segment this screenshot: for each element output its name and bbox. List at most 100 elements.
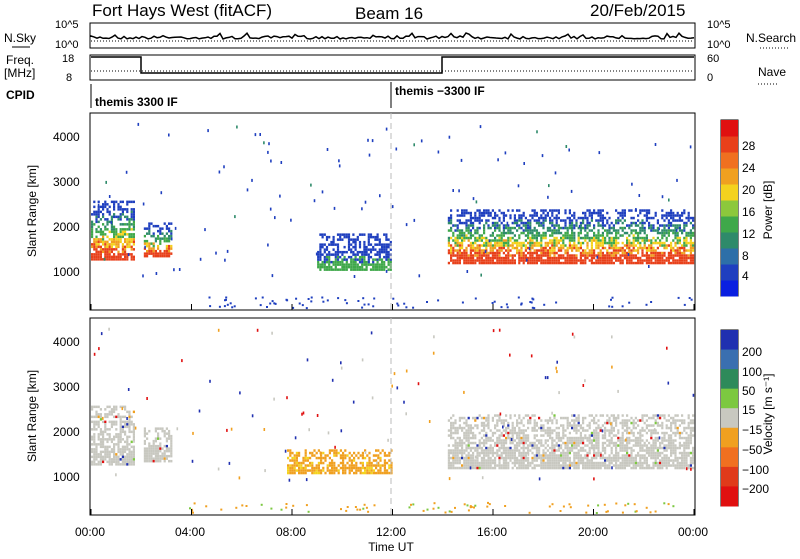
power-cell xyxy=(661,232,663,235)
velocity-cell xyxy=(670,434,672,437)
power-cell xyxy=(584,262,586,265)
power-cell xyxy=(597,224,599,227)
power-point xyxy=(247,188,249,191)
velocity-cell xyxy=(492,439,494,442)
power-cell xyxy=(564,259,566,262)
power-cell xyxy=(501,259,503,262)
power-cell xyxy=(652,257,654,260)
velocity-cell xyxy=(628,447,630,450)
velocity-cell xyxy=(454,439,456,442)
velocity-cell xyxy=(681,462,683,465)
velocity-cell xyxy=(501,432,503,435)
velocity-cell xyxy=(630,452,632,455)
power-cell xyxy=(168,245,170,248)
velocity-cell xyxy=(518,437,520,440)
power-cell xyxy=(659,259,661,262)
velocity-cell xyxy=(659,417,661,420)
power-colorbar-bin xyxy=(721,152,738,169)
velocity-cell xyxy=(637,444,639,447)
velocity-point xyxy=(493,329,495,332)
velocity-cell xyxy=(476,449,478,452)
velocity-cell xyxy=(505,442,507,445)
power-cell xyxy=(159,227,161,230)
velocity-cell xyxy=(558,444,560,447)
power-cell xyxy=(498,237,500,240)
velocity-cell xyxy=(668,442,670,445)
power-cell xyxy=(630,242,632,245)
power-cell xyxy=(608,259,610,262)
velocity-cell xyxy=(518,467,520,470)
power-cell xyxy=(641,237,643,240)
power-cell xyxy=(494,212,496,215)
power-cell xyxy=(126,243,128,246)
velocity-cell xyxy=(648,447,650,450)
power-cell xyxy=(317,266,319,269)
power-cell xyxy=(542,232,544,235)
power-cell xyxy=(527,222,529,225)
power-cell xyxy=(109,246,111,249)
velocity-cell xyxy=(131,421,133,424)
velocity-cell xyxy=(534,464,536,467)
velocity-cell xyxy=(106,416,108,419)
velocity-cell xyxy=(688,444,690,447)
velocity-cell xyxy=(527,439,529,442)
power-cell xyxy=(534,227,536,230)
power-cell xyxy=(575,219,577,222)
velocity-cell xyxy=(540,442,542,445)
power-cell xyxy=(679,224,681,227)
power-cell xyxy=(600,214,602,217)
velocity-cell xyxy=(685,464,687,467)
velocity-cell xyxy=(690,464,692,467)
power-cell xyxy=(483,232,485,235)
power-cell xyxy=(685,242,687,245)
velocity-cell xyxy=(485,437,487,440)
velocity-cell xyxy=(523,454,525,457)
velocity-cell xyxy=(338,472,340,475)
power-cell xyxy=(600,219,602,222)
velocity-cell xyxy=(494,459,496,462)
velocity-cell xyxy=(663,432,665,435)
velocity-cell xyxy=(569,467,571,470)
velocity-cell xyxy=(573,414,575,417)
power-cell xyxy=(580,259,582,262)
velocity-cell xyxy=(547,464,549,467)
power-cell xyxy=(578,249,580,252)
power-cell xyxy=(109,256,111,259)
power-cell xyxy=(459,257,461,260)
power-cell xyxy=(95,243,97,246)
power-cell xyxy=(604,229,606,232)
power-cell xyxy=(531,247,533,250)
power-cell xyxy=(120,208,122,211)
velocity-cell xyxy=(542,449,544,452)
power-cell xyxy=(485,242,487,245)
power-cell xyxy=(98,201,100,204)
power-cell xyxy=(346,233,348,236)
power-cell xyxy=(613,257,615,260)
velocity-cell xyxy=(342,452,344,455)
velocity-cell xyxy=(448,429,450,432)
velocity-cell xyxy=(113,446,115,449)
power-cell xyxy=(352,241,354,244)
velocity-cell xyxy=(641,467,643,470)
velocity-cell xyxy=(569,459,571,462)
velocity-cell xyxy=(468,457,470,460)
velocity-cell xyxy=(516,419,518,422)
velocity-cell xyxy=(505,427,507,430)
power-cell xyxy=(470,262,472,265)
velocity-cell xyxy=(166,455,168,458)
velocity-cell xyxy=(553,449,555,452)
power-near-echo xyxy=(532,307,534,309)
velocity-cell xyxy=(580,439,582,442)
power-cell xyxy=(520,252,522,255)
power-cell xyxy=(584,252,586,255)
velocity-cell xyxy=(683,457,685,460)
power-cell xyxy=(131,253,133,256)
velocity-cell xyxy=(144,442,146,445)
power-cell xyxy=(549,259,551,262)
velocity-cell xyxy=(639,467,641,470)
velocity-cell xyxy=(593,439,595,442)
power-cell xyxy=(593,254,595,256)
power-cell xyxy=(560,237,562,240)
velocity-cell xyxy=(131,463,133,466)
velocity-cell xyxy=(148,455,150,458)
